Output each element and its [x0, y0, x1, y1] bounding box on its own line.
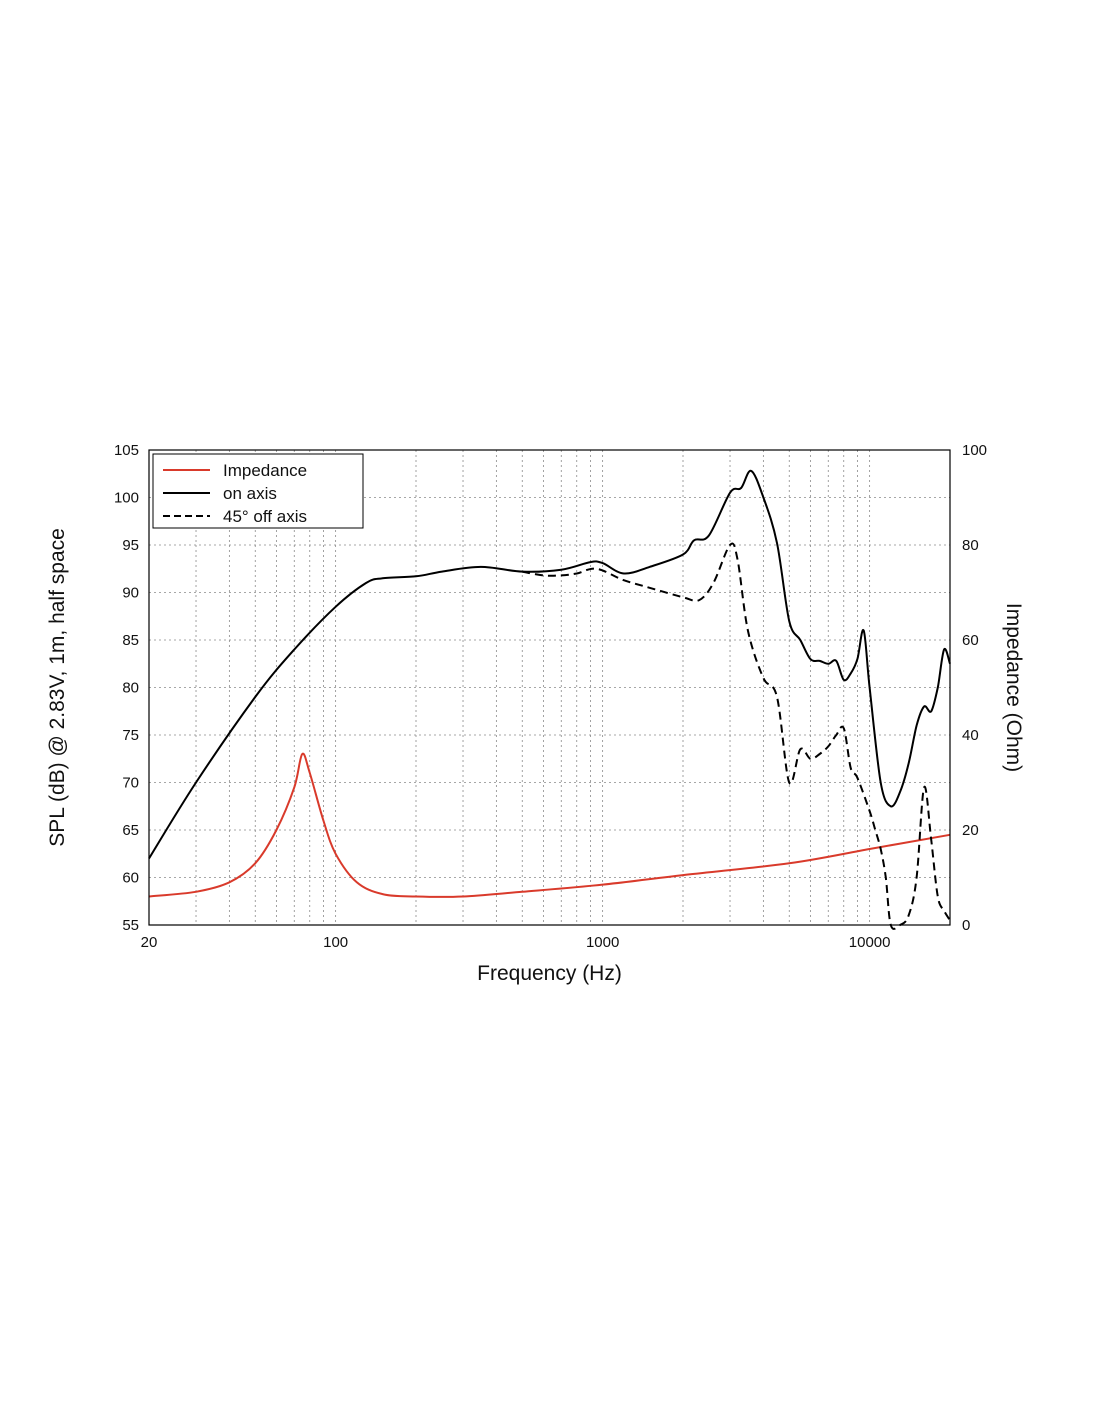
y-tick-label: 90 — [122, 585, 139, 602]
grid — [149, 450, 950, 925]
series-impedance — [148, 752, 951, 898]
legend-label-impedance: Impedance — [223, 461, 307, 480]
plot-frame — [148, 449, 951, 926]
y2-tick-label: 40 — [962, 727, 979, 744]
x-tick-label: 100 — [323, 934, 348, 951]
y-tick-label: 105 — [114, 442, 139, 459]
y-tick-label: 75 — [122, 727, 139, 744]
x-axis-title: Frequency (Hz) — [477, 962, 622, 985]
y2-tick-label: 80 — [962, 537, 979, 554]
y-tick-label: 70 — [122, 775, 139, 792]
x-tick-label: 20 — [141, 934, 158, 951]
legend-label-on-axis: on axis — [223, 484, 277, 503]
y2-tick-label: 100 — [962, 442, 987, 459]
x-tick-label: 10000 — [849, 934, 891, 951]
legend-label-off-axis: 45° off axis — [223, 507, 307, 526]
y2-tick-label: 20 — [962, 822, 979, 839]
tick-labels: 20 100 1000 10000 55 60 65 70 75 80 85 90 95 100 105 0 2… — [114, 442, 987, 951]
y-tick-label: 80 — [122, 680, 139, 697]
y2-axis-title: Impedance (Ohm) — [1002, 603, 1025, 772]
y-tick-label: 85 — [122, 632, 139, 649]
y2-tick-label: 60 — [962, 632, 979, 649]
series-lines — [148, 469, 951, 930]
legend: Impedance on axis 45° off axis — [152, 453, 364, 529]
y-axis-title: SPL (dB) @ 2.83V, 1m, half space — [46, 528, 69, 847]
y-tick-label: 100 — [114, 490, 139, 507]
y-tick-label: 60 — [122, 870, 139, 887]
series-off-axis — [522, 542, 951, 930]
y2-tick-label: 0 — [962, 917, 970, 934]
series-on-axis — [148, 469, 951, 860]
y-tick-label: 95 — [122, 537, 139, 554]
x-tick-label: 1000 — [586, 934, 619, 951]
y-tick-label: 55 — [122, 917, 139, 934]
y-tick-label: 65 — [122, 822, 139, 839]
